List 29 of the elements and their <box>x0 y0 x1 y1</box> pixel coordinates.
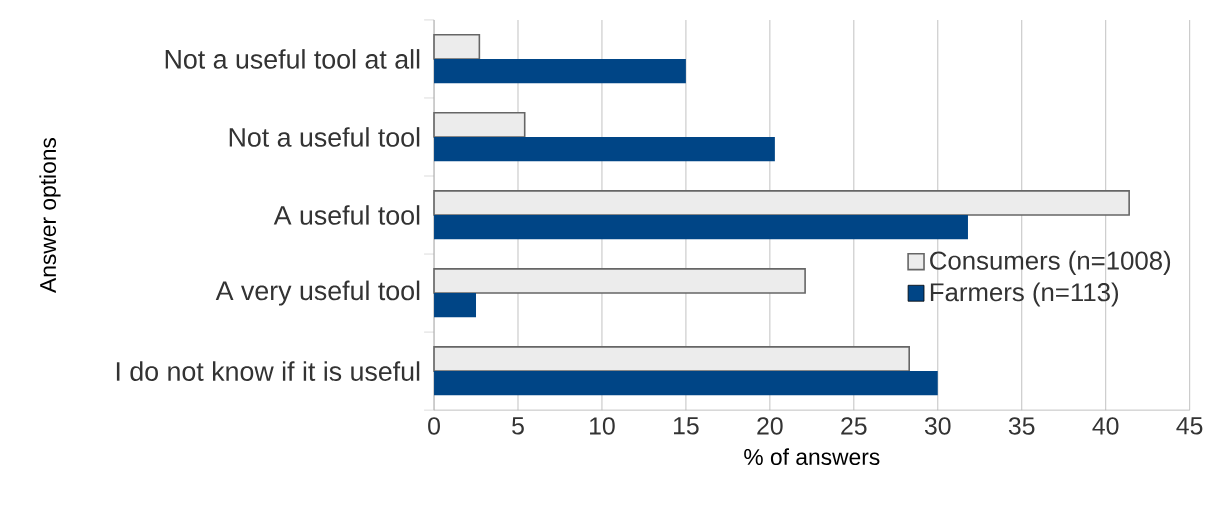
x-axis-title: % of answers <box>744 448 880 466</box>
bar <box>434 293 477 318</box>
x-tick-label: 35 <box>1008 417 1035 435</box>
bar <box>434 371 938 396</box>
x-tick-label: 5 <box>512 417 524 435</box>
y-tick-label: I do not know if it is useful <box>116 361 420 382</box>
x-tick-label: 15 <box>674 417 699 435</box>
bar <box>433 190 1130 217</box>
y-tick-label: A very useful tool <box>215 280 420 306</box>
x-tick-label: 0 <box>428 417 440 435</box>
y-tick-label: Not a useful tool <box>229 127 420 147</box>
bar <box>433 112 526 138</box>
legend-label: Consumers (n=1008) <box>930 251 1171 276</box>
bar <box>434 137 775 162</box>
legend-label: Farmers (n=113) <box>930 282 1119 307</box>
x-tick-label: 20 <box>757 417 783 435</box>
x-tick-label: 10 <box>590 417 615 435</box>
y-tick-label: Not a useful tool at all <box>165 49 420 69</box>
bar <box>434 59 686 84</box>
bar <box>433 346 910 373</box>
x-tick-label: 45 <box>1176 417 1203 435</box>
bar <box>433 268 806 295</box>
y-axis-title: Answer options <box>39 138 61 294</box>
x-tick-label: 25 <box>841 417 867 435</box>
x-tick-label: 40 <box>1092 417 1119 435</box>
x-tick-label: 30 <box>924 417 951 435</box>
bar <box>434 215 968 240</box>
y-tick-label: A useful tool <box>273 205 420 226</box>
bar <box>433 34 481 60</box>
